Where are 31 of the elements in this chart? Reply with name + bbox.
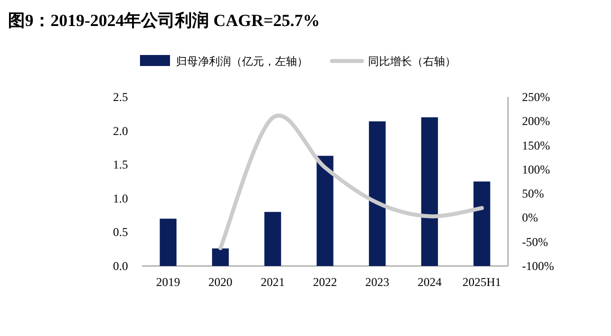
legend-label: 归母净利润（亿元，左轴） — [176, 55, 308, 68]
y-tick-label: 0.5 — [113, 225, 128, 240]
chart-title: 图9：2019-2024年公司利润 CAGR=25.7% — [8, 11, 320, 30]
bar — [473, 182, 490, 266]
bar — [421, 117, 438, 266]
y2-tick-label: 250% — [522, 90, 550, 104]
y2-tick-label: 50% — [522, 186, 544, 201]
bar — [368, 121, 386, 266]
x-tick-label: 2021 — [260, 275, 285, 289]
legend-label: 同比增长（右轴） — [368, 55, 456, 68]
y-tick-label: 2.0 — [113, 124, 128, 138]
bar — [264, 212, 282, 266]
bar — [160, 218, 177, 266]
y-tick-label: 1.0 — [113, 191, 128, 206]
x-tick-label: 2022 — [313, 275, 337, 289]
bar — [316, 156, 334, 266]
x-tick-label: 2023 — [365, 275, 390, 289]
x-tick-label: 2019 — [156, 275, 180, 289]
y-tick-label: 2.5 — [113, 90, 128, 104]
y2-tick-label: 0% — [522, 210, 538, 225]
x-tick-label: 2024 — [418, 275, 442, 289]
x-tick-label: 2025H1 — [462, 275, 502, 289]
y2-tick-label: -50% — [522, 234, 548, 249]
x-tick-label: 2020 — [208, 275, 232, 289]
y2-tick-label: 150% — [522, 138, 550, 152]
bar — [212, 248, 229, 266]
y2-tick-label: -100% — [522, 259, 554, 273]
y-tick-label: 0.0 — [113, 259, 128, 273]
y2-tick-label: 100% — [522, 162, 550, 176]
y2-tick-label: 200% — [522, 114, 550, 128]
y-tick-label: 1.5 — [113, 158, 128, 172]
